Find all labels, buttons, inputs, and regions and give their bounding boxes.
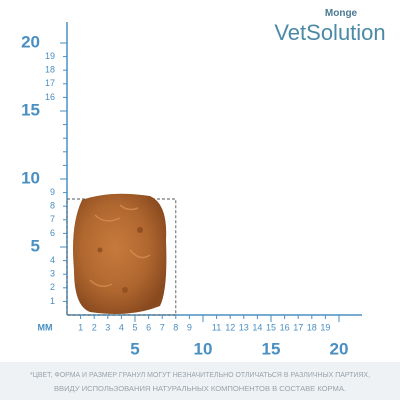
x-label: 7 [160,322,165,332]
x-label: 6 [146,322,151,332]
x-label: 4 [119,322,124,332]
brand-name: Monge [325,8,358,19]
x-big-label: 20 [330,339,349,358]
y-label: 1 [50,296,55,306]
y-label: 18 [45,65,55,75]
y-label: 4 [50,255,55,265]
y-big-label: 20 [21,32,40,51]
x-label: 14 [252,322,262,332]
x-label: 8 [173,322,178,332]
x-big-label: 5 [130,339,139,358]
brand-product: VetSolution [274,20,385,45]
x-label: 15 [266,322,276,332]
x-label: 19 [320,322,330,332]
y-label: 17 [45,78,55,88]
y-label: 16 [45,92,55,102]
x-label: 2 [92,322,97,332]
kibble [73,193,167,314]
x-label: 1 [78,322,83,332]
x-label: 12 [225,322,235,332]
x-label: 17 [293,322,303,332]
x-label: 18 [307,322,317,332]
y-label: 8 [50,201,55,211]
y-big-label: 5 [31,236,40,255]
y-label: 7 [50,214,55,224]
y-label: 6 [50,228,55,238]
x-label: 13 [239,322,249,332]
unit-label: MM [38,322,53,332]
footnote-line: ВВИДУ ИСПОЛЬЗОВАНИЯ НАТУРАЛЬНЫХ КОМПОНЕН… [54,384,346,393]
y-label: 19 [45,51,55,61]
x-big-label: 10 [194,339,213,358]
footnote-band [0,362,400,400]
y-label: 9 [50,187,55,197]
y-label: 2 [50,282,55,292]
y-big-label: 10 [21,168,40,187]
x-label: 9 [187,322,192,332]
x-label: 11 [212,322,221,332]
size-frame [66,198,177,316]
x-label: 16 [280,322,290,332]
y-label: 3 [50,269,55,279]
footnote-line: *ЦВЕТ, ФОРМА И РАЗМЕР ГРАНУЛ МОГУТ НЕЗНА… [30,370,370,379]
x-big-label: 15 [262,339,281,358]
y-big-label: 15 [21,100,40,119]
x-label: 5 [132,322,137,332]
x-label: 3 [105,322,110,332]
